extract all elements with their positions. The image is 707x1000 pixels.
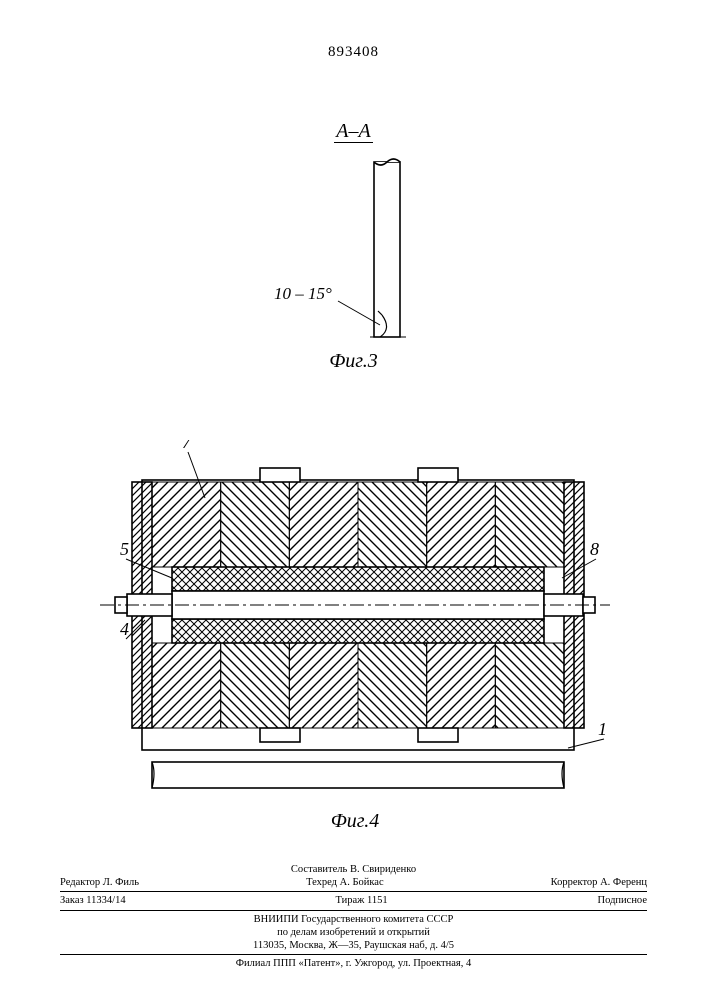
figure-3: A–A 10 – 15° Фиг.3 — [0, 120, 707, 400]
figure-3-caption: Фиг.3 — [0, 350, 707, 373]
tech-name: А. Бойкас — [340, 877, 384, 888]
callout-8: 8 — [590, 539, 599, 559]
tirage-label: Тираж — [335, 895, 364, 906]
callout-7: 7 — [182, 440, 192, 452]
document-number: 893408 — [0, 44, 707, 61]
corrector-label: Корректор — [551, 877, 598, 888]
org-line-2: по делам изобретений и открытий — [60, 926, 647, 939]
editor-label: Редактор — [60, 877, 100, 888]
corrector-name: А. Ференц — [600, 877, 647, 888]
subscription: Подписное — [598, 894, 647, 907]
org-line-1: ВНИИПИ Государственного комитета СССР — [60, 913, 647, 926]
figure-4-caption: Фиг.4 — [90, 810, 620, 833]
callout-4: 4 — [120, 619, 129, 639]
figure-4-drawing: 1 4 5 7 8 — [90, 440, 620, 800]
callout-1: 1 — [598, 719, 607, 739]
figure-4: 1 4 5 7 8 Фиг.4 — [90, 440, 620, 830]
section-label-text: A–A — [334, 120, 372, 143]
tech-label: Техред — [306, 877, 337, 888]
order-number: 11334/14 — [86, 895, 125, 906]
figure-3-drawing: 10 – 15° — [264, 150, 444, 350]
compiler-name: В. Свириденко — [350, 864, 416, 875]
address-2: Филиал ППП «Патент», г. Ужгород, ул. Про… — [60, 957, 647, 970]
callout-5: 5 — [120, 539, 129, 559]
order-label: Заказ — [60, 895, 84, 906]
compiler-label: Составитель — [291, 864, 347, 875]
section-label-aa: A–A — [0, 120, 707, 143]
footer-metadata: Составитель В. Свириденко Редактор Л. Фи… — [60, 863, 647, 970]
tirage-number: 1151 — [367, 895, 388, 906]
address-1: 113035, Москва, Ж—35, Раушская наб, д. 4… — [60, 939, 647, 952]
editor-name: Л. Филь — [103, 877, 139, 888]
svg-text:10 – 15°: 10 – 15° — [274, 284, 332, 303]
